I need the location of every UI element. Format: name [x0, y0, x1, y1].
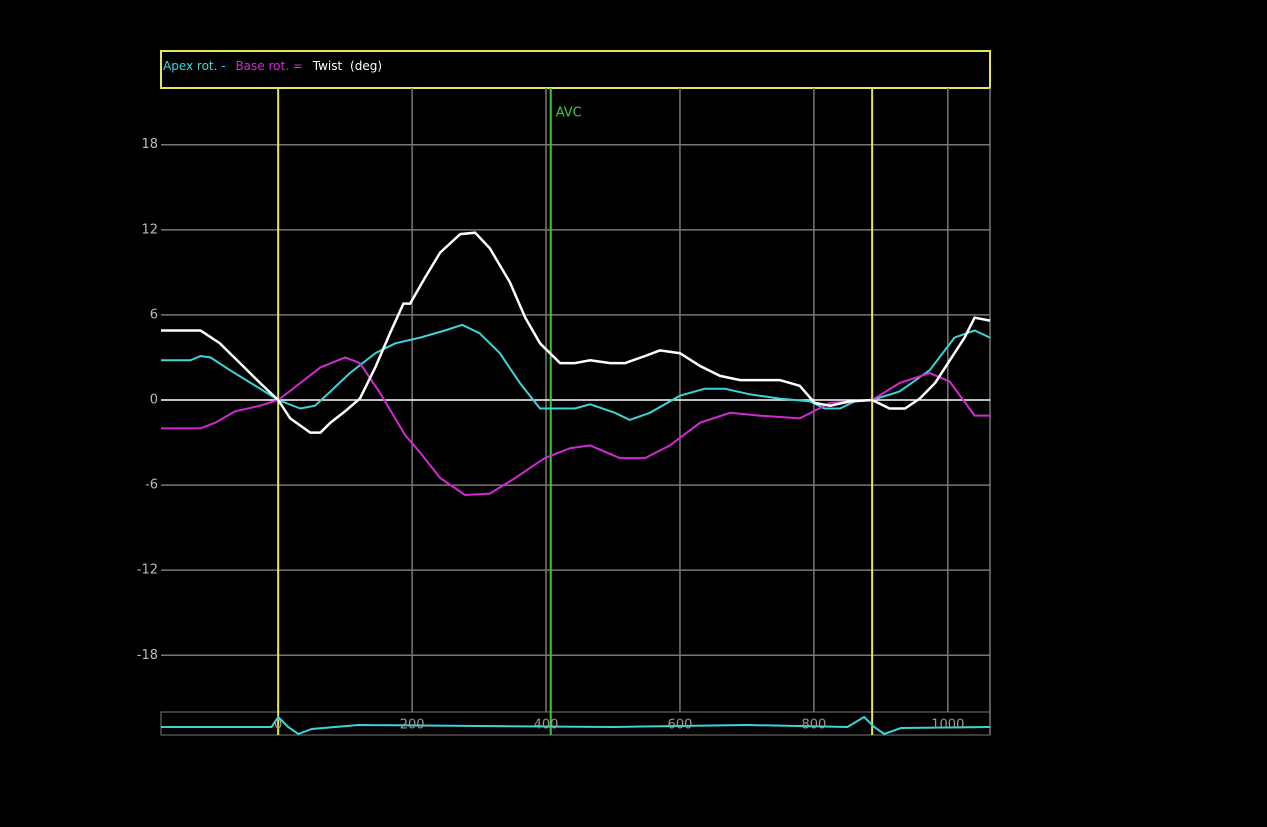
x-tick-label: 600 [668, 718, 693, 733]
x-tick-label: 1000 [931, 718, 964, 733]
y-tick-label: 18 [141, 137, 158, 152]
legend: Apex rot. - Base rot. = Twist (deg) [163, 59, 382, 73]
legend-entry: Apex rot. [163, 59, 217, 73]
ecg-trace [161, 715, 991, 736]
y-tick-label: -18 [137, 648, 158, 663]
y-tick-label: -12 [137, 563, 158, 578]
y-tick-label: 12 [141, 222, 158, 237]
y-tick-label: 0 [150, 393, 158, 408]
legend-entry: Base rot. [235, 59, 289, 73]
event-label: AVC [556, 106, 582, 121]
x-tick-label: 800 [801, 718, 826, 733]
y-tick-label: 6 [150, 307, 158, 322]
y-tick-label: -6 [145, 478, 158, 493]
legend-operator: - [221, 59, 225, 73]
x-tick-label: 0 [274, 718, 282, 733]
x-tick-label: 400 [534, 718, 559, 733]
series-line [161, 323, 991, 421]
legend-box [160, 50, 991, 89]
unit: (deg) [350, 59, 382, 73]
legend-entry: Twist [312, 59, 343, 73]
series-line [161, 231, 991, 434]
x-tick-label: 200 [400, 718, 425, 733]
legend-operator: = [293, 59, 303, 73]
